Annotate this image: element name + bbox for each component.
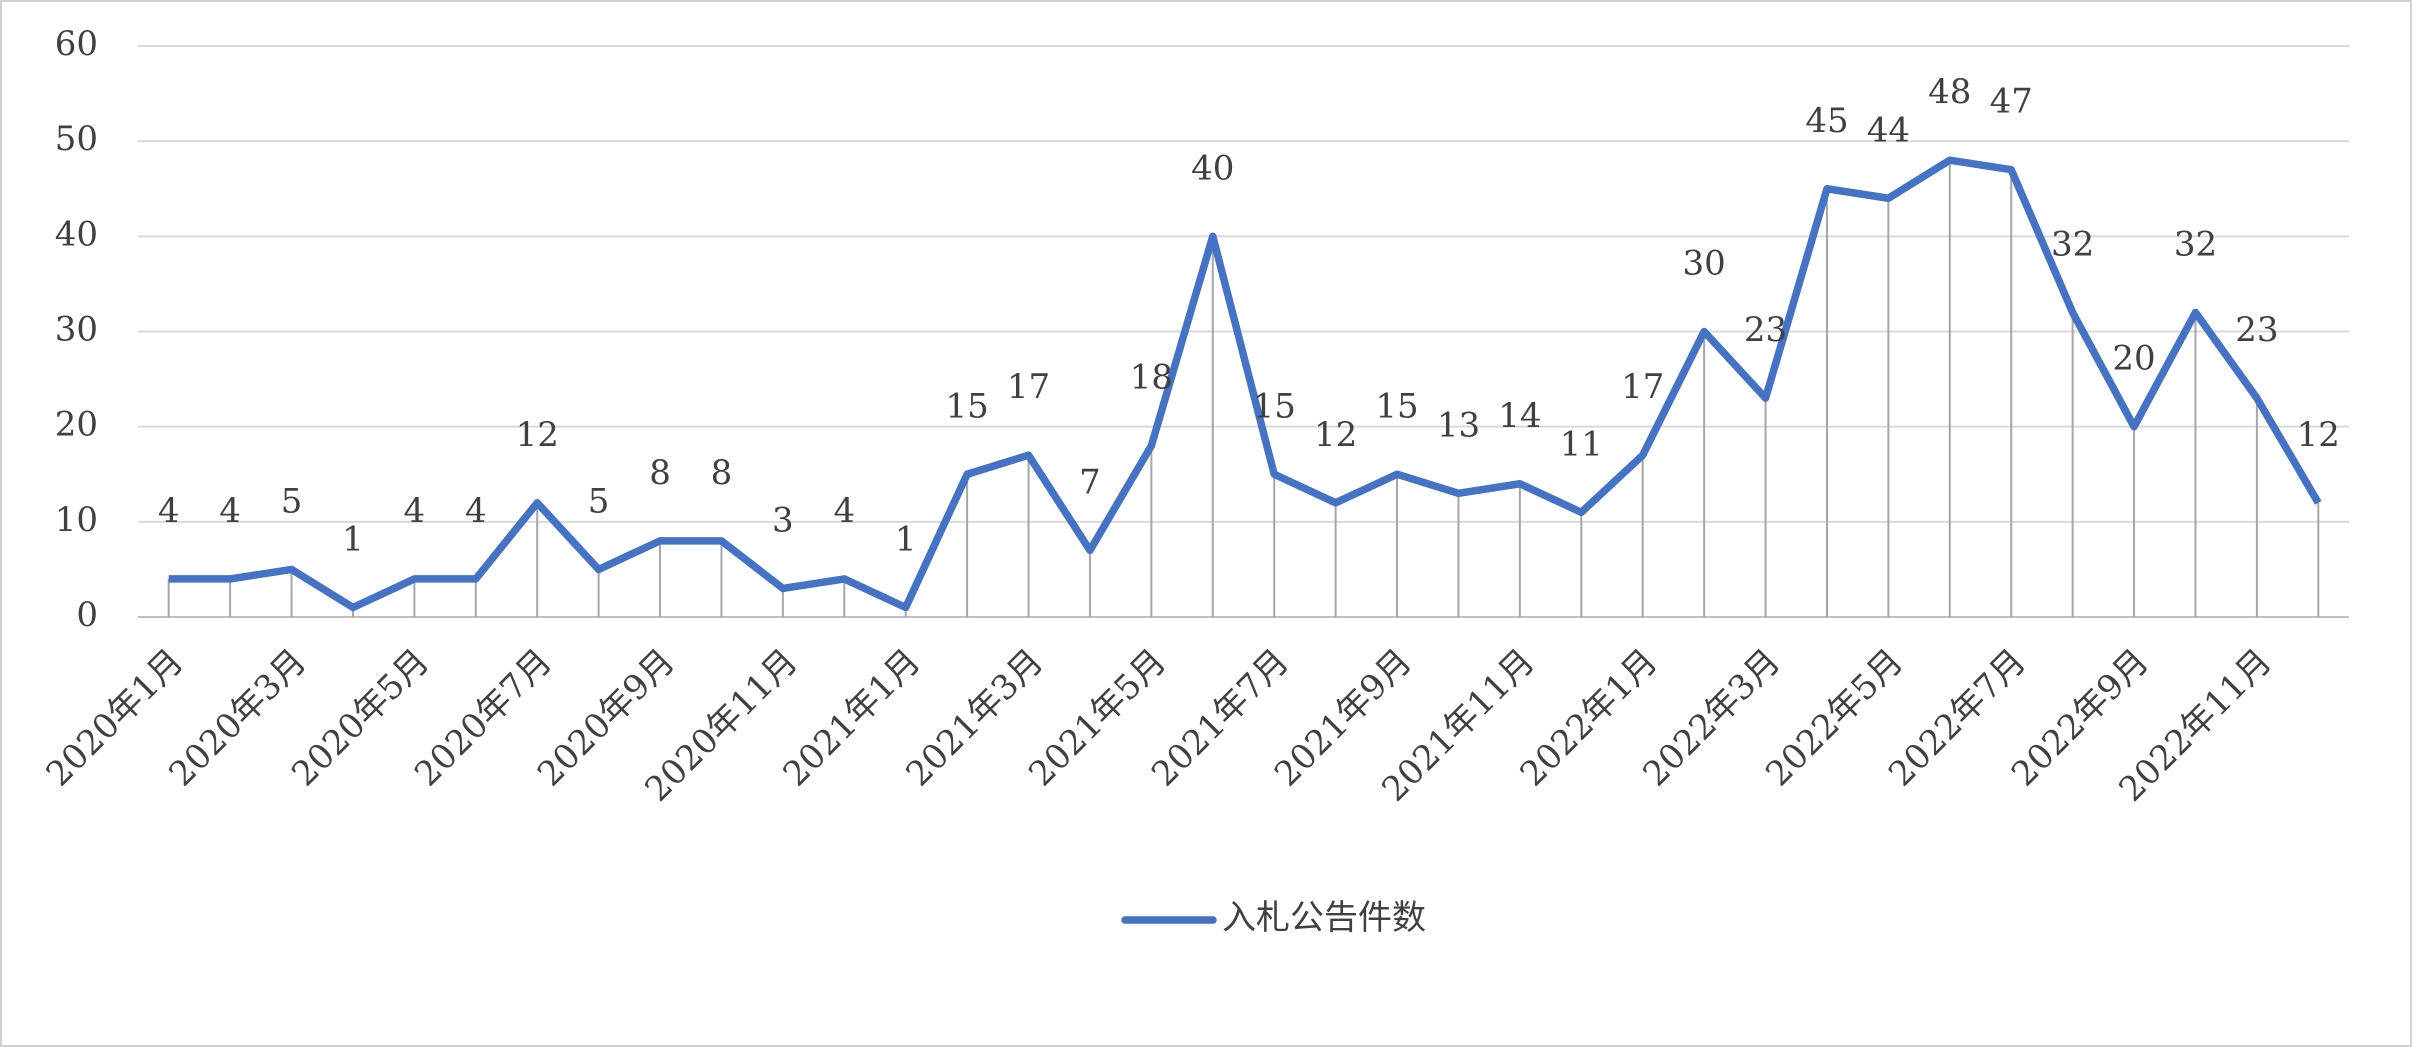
data-label: 8	[711, 453, 733, 493]
data-label: 23	[1744, 310, 1787, 350]
data-label: 3	[772, 500, 794, 540]
data-label: 1	[895, 519, 917, 559]
data-label: 15	[1253, 386, 1296, 426]
data-label: 15	[945, 386, 988, 426]
data-label: 44	[1867, 110, 1910, 150]
data-label: 32	[2051, 224, 2094, 264]
data-label: 5	[281, 481, 303, 521]
data-label: 5	[588, 481, 610, 521]
data-label: 17	[1007, 367, 1050, 407]
data-label: 7	[1079, 462, 1101, 502]
data-label: 4	[465, 491, 487, 531]
data-line	[168, 156, 2322, 612]
data-label: 17	[1621, 367, 1664, 407]
data-label: 47	[1990, 82, 2033, 122]
data-label: 13	[1437, 405, 1480, 445]
data-label: 15	[1375, 386, 1418, 426]
y-tick-label: 10	[55, 500, 98, 540]
data-label: 45	[1805, 101, 1848, 141]
y-tick-label: 0	[76, 595, 98, 635]
data-label: 14	[1498, 396, 1541, 436]
data-label: 23	[2235, 310, 2278, 350]
data-label: 8	[649, 453, 671, 493]
y-tick-label: 60	[55, 24, 98, 64]
data-label: 1	[342, 519, 364, 559]
y-tick-label: 20	[55, 405, 98, 445]
y-tick-label: 30	[55, 310, 98, 350]
y-tick-label: 50	[55, 119, 98, 159]
data-label: 12	[2297, 415, 2340, 455]
data-label: 4	[833, 491, 855, 531]
data-label: 32	[2174, 224, 2217, 264]
data-label: 18	[1130, 358, 1173, 398]
data-label: 11	[1560, 424, 1603, 464]
data-label: 4	[404, 491, 426, 531]
data-label: 4	[158, 491, 180, 531]
data-label: 20	[2112, 339, 2155, 379]
data-label: 48	[1928, 72, 1971, 112]
data-label: 12	[1314, 415, 1357, 455]
data-label: 30	[1682, 244, 1725, 284]
legend-label: 入札公告件数	[1222, 898, 1426, 938]
data-label: 4	[219, 491, 241, 531]
data-label: 40	[1191, 148, 1234, 188]
data-label: 12	[516, 415, 559, 455]
y-tick-label: 40	[55, 214, 98, 254]
